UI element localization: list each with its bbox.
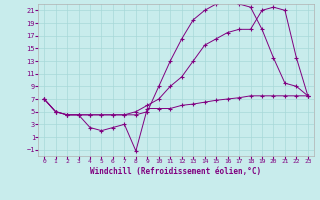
X-axis label: Windchill (Refroidissement éolien,°C): Windchill (Refroidissement éolien,°C) bbox=[91, 167, 261, 176]
